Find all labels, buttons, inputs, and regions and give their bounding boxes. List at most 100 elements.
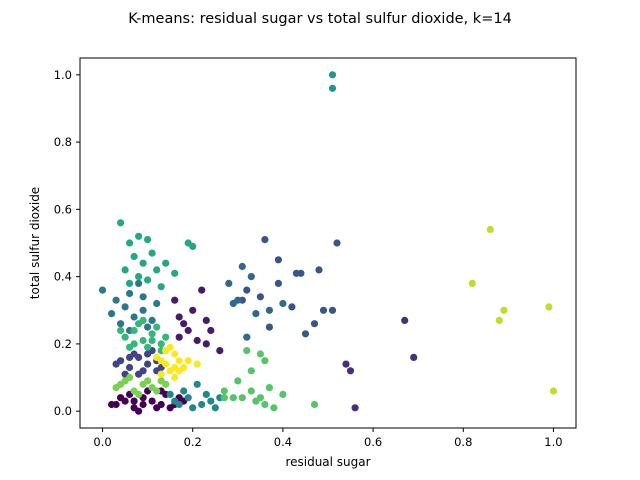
data-point-cluster-9-3 <box>144 236 152 244</box>
data-point-cluster-13-5 <box>549 387 558 395</box>
data-point-cluster-0-3 <box>139 400 147 409</box>
data-point-cluster-11-0 <box>243 347 251 355</box>
x-axis-label: residual sugar <box>285 455 370 469</box>
y-tick-label-1: 0.2 <box>54 337 72 351</box>
data-point-cluster-1-10 <box>198 286 206 294</box>
data-point-cluster-12-7 <box>135 390 143 398</box>
data-point-cluster-4-4 <box>333 239 341 247</box>
data-point-cluster-9-2 <box>135 232 143 240</box>
data-point-cluster-6-2 <box>121 303 129 311</box>
data-point-cluster-0-4 <box>148 397 156 405</box>
data-point-cluster-9-0 <box>117 219 125 227</box>
data-point-cluster-7-7 <box>166 390 174 398</box>
data-point-cluster-5-2 <box>225 279 233 287</box>
data-point-cluster-6-6 <box>117 320 125 328</box>
data-point-cluster-7-10 <box>175 400 183 409</box>
x-tick-label-2: 0.4 <box>274 435 292 449</box>
data-point-cluster-10-9 <box>162 333 170 341</box>
data-point-cluster-11-12 <box>265 384 273 392</box>
data-point-cluster-11-15 <box>310 400 319 409</box>
data-point-cluster-10-0 <box>121 333 129 341</box>
data-point-cluster-6-8 <box>135 279 143 287</box>
data-point-cluster-11-2 <box>261 357 269 365</box>
data-point-cluster-9-5 <box>139 259 147 267</box>
data-point-cluster-2-2 <box>346 367 355 375</box>
data-point-cluster-10-4 <box>157 340 165 348</box>
data-point-cluster-6-5 <box>148 316 156 324</box>
data-point-cluster-0-12 <box>153 404 161 412</box>
data-point-cluster-14-4 <box>175 357 183 365</box>
data-point-cluster-1-7 <box>216 347 224 355</box>
data-point-cluster-12-11 <box>162 380 170 388</box>
data-point-cluster-4-11 <box>243 286 251 294</box>
data-point-cluster-10-7 <box>144 343 152 351</box>
data-point-cluster-11-7 <box>238 394 246 402</box>
scatter-points <box>98 71 558 415</box>
data-point-cluster-12-6 <box>126 373 134 382</box>
data-point-cluster-4-9 <box>288 303 296 311</box>
data-point-cluster-13-0 <box>486 225 494 234</box>
data-point-cluster-5-6 <box>279 299 287 308</box>
data-point-cluster-5-0 <box>238 262 246 271</box>
data-point-cluster-13-4 <box>545 303 553 311</box>
data-point-cluster-4-3 <box>315 266 323 274</box>
data-point-cluster-7-1 <box>184 394 192 402</box>
data-point-cluster-0-11 <box>135 407 143 415</box>
data-point-cluster-11-11 <box>279 390 287 398</box>
data-point-cluster-3-11 <box>126 353 134 361</box>
data-point-cluster-6-4 <box>139 306 147 314</box>
data-point-cluster-13-3 <box>495 316 503 324</box>
y-axis-label: total sulfur dioxide <box>28 187 42 299</box>
data-point-cluster-7-6 <box>207 397 215 405</box>
data-point-cluster-4-5 <box>297 269 305 277</box>
x-axis-ticks: 0.0 0.2 0.4 0.6 0.8 1.0 <box>93 428 563 449</box>
data-point-cluster-12-9 <box>153 387 161 395</box>
data-point-cluster-7-9 <box>202 390 210 398</box>
data-point-cluster-4-13 <box>301 330 310 338</box>
data-point-cluster-1-2 <box>202 316 210 324</box>
data-point-cluster-6-11 <box>108 310 116 318</box>
data-point-cluster-4-8 <box>310 320 319 328</box>
data-point-cluster-1-8 <box>202 340 210 348</box>
data-point-cluster-9-6 <box>148 249 156 257</box>
data-point-cluster-10-1 <box>130 326 138 335</box>
data-point-cluster-7-3 <box>211 404 219 412</box>
data-point-cluster-10-10 <box>117 326 125 335</box>
y-tick-label-0: 0.0 <box>54 404 72 418</box>
data-point-cluster-14-10 <box>166 343 174 351</box>
data-point-cluster-11-3 <box>247 367 255 375</box>
plot-frame <box>79 57 577 429</box>
data-point-cluster-11-16 <box>256 394 264 402</box>
x-tick-label-5: 1.0 <box>544 435 562 449</box>
data-point-cluster-5-7 <box>247 273 255 281</box>
x-tick-label-4: 0.8 <box>454 435 472 449</box>
data-point-cluster-4-1 <box>274 256 282 264</box>
y-tick-label-5: 1.0 <box>54 68 72 82</box>
data-point-cluster-0-14 <box>117 394 125 402</box>
data-point-cluster-11-9 <box>261 400 269 409</box>
data-point-cluster-7-8 <box>189 404 197 412</box>
data-point-cluster-12-10 <box>117 380 125 388</box>
data-point-cluster-10-3 <box>148 330 156 338</box>
data-point-cluster-11-14 <box>247 387 255 395</box>
data-point-cluster-14-13 <box>193 360 201 368</box>
data-point-cluster-6-9 <box>144 323 152 331</box>
data-point-cluster-0-19 <box>130 397 138 405</box>
data-point-cluster-4-14 <box>265 323 273 331</box>
data-point-cluster-11-1 <box>256 350 264 358</box>
data-point-cluster-1-1 <box>189 306 197 314</box>
y-tick-label-2: 0.4 <box>54 270 72 284</box>
data-point-cluster-1-6 <box>207 326 215 335</box>
data-point-cluster-11-13 <box>220 394 228 402</box>
data-point-cluster-2-0 <box>401 316 409 324</box>
data-point-cluster-9-11 <box>144 276 152 284</box>
data-point-cluster-1-3 <box>184 326 192 335</box>
data-point-cluster-10-11 <box>130 340 138 348</box>
x-tick-label-3: 0.6 <box>364 435 382 449</box>
data-point-cluster-11-4 <box>234 377 242 385</box>
data-point-cluster-14-5 <box>157 370 165 378</box>
data-point-cluster-9-16 <box>171 269 179 277</box>
data-point-cluster-2-1 <box>342 360 350 368</box>
